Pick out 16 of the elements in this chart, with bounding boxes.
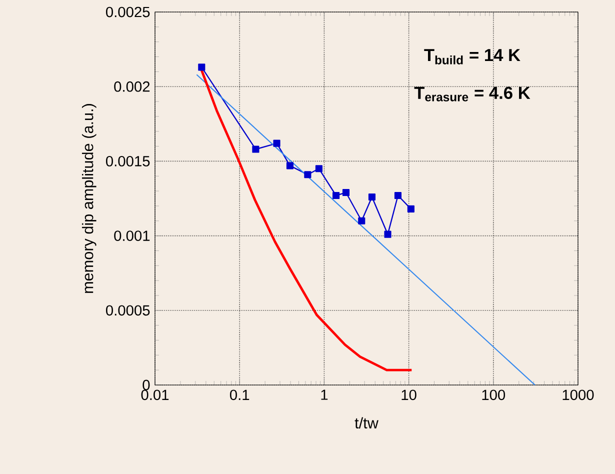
y-tick-label: 0 [142, 380, 150, 390]
x-axis-title: t/tw [354, 417, 378, 428]
y-axis-title: memory dip amplitude (a.u.) [82, 104, 96, 293]
y-tick-label: 0.0025 [106, 6, 150, 18]
x-tick-label: 0.1 [230, 390, 250, 400]
y-tick-label: 0.001 [114, 230, 150, 241]
x-tick-label: 100 [482, 390, 506, 400]
y-tick-label: 0.0005 [106, 305, 150, 316]
x-tick-label: 1000 [562, 390, 594, 400]
x-tick-label: 1 [321, 390, 328, 400]
y-tick-label: 0.0015 [106, 156, 150, 166]
y-tick-label: 0.002 [114, 81, 150, 92]
x-tick-label: 10 [402, 390, 416, 400]
text: T$_{erasure}$ = 4.6 K [414, 86, 530, 102]
x-tick-label: 0.01 [141, 390, 169, 400]
text: T$_{build}$ = 14 K [424, 49, 520, 64]
